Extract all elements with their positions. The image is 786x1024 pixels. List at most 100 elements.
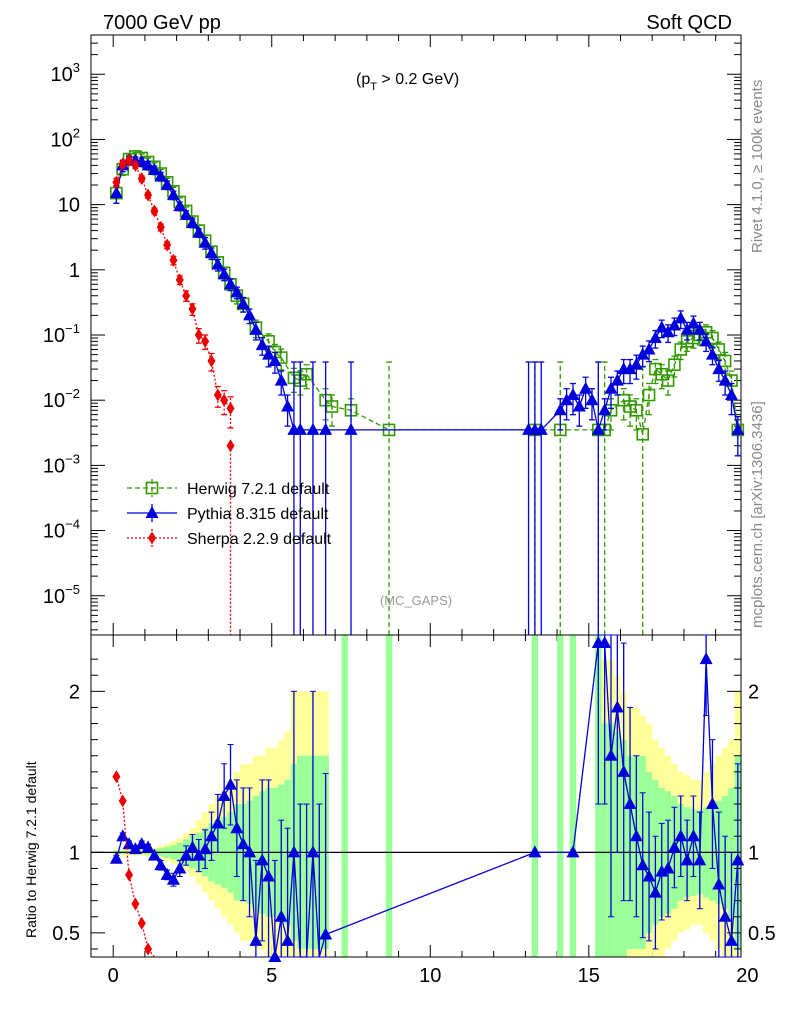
y-tick-base: 10 — [43, 390, 65, 412]
y-tick-exp: −4 — [65, 517, 80, 532]
data-point — [591, 422, 605, 435]
data-point — [220, 393, 229, 407]
side-site-label: mcplots.cern.ch [arXiv:1306.3436] — [749, 401, 766, 628]
data-point — [585, 393, 599, 406]
data-point — [655, 367, 669, 381]
y-tick-exp: 3 — [73, 60, 80, 75]
data-point — [674, 311, 688, 324]
y-tick-label: 102 — [51, 125, 80, 151]
band-green — [557, 635, 564, 957]
data-point — [163, 238, 172, 252]
ratio-data-point — [667, 840, 681, 853]
data-point — [137, 172, 146, 186]
data-point — [169, 253, 178, 267]
ratio-data-point — [268, 950, 282, 962]
ratio-data-point — [185, 840, 199, 853]
data-point — [147, 162, 161, 175]
data-point — [674, 343, 688, 356]
data-point — [630, 403, 643, 417]
data-point — [629, 357, 643, 370]
data-point — [661, 325, 675, 338]
y-tick-label: 1 — [69, 260, 80, 282]
data-point — [579, 381, 593, 394]
data-point — [173, 199, 187, 212]
data-point — [306, 422, 320, 435]
ratio-data-point — [217, 789, 231, 801]
data-point — [213, 388, 222, 402]
data-point — [179, 207, 193, 220]
data-point — [560, 393, 574, 406]
ratio-y-tick-label: 2 — [69, 681, 80, 703]
data-point — [236, 296, 250, 309]
y-tick-base: 10 — [43, 325, 65, 347]
data-point — [160, 178, 174, 190]
ratio-data-point — [204, 829, 218, 842]
ratio-data-point — [144, 942, 153, 956]
ratio-data-point — [680, 853, 694, 866]
data-point — [166, 188, 180, 201]
y-tick-exp: −5 — [65, 582, 80, 597]
data-point — [226, 401, 235, 415]
y-tick-exp: −3 — [65, 451, 80, 466]
data-point — [668, 358, 681, 372]
ratio-data-point — [566, 845, 580, 858]
data-point — [610, 373, 624, 386]
data-point — [693, 322, 707, 335]
ratio-data-point — [287, 845, 301, 858]
ratio-data-point — [610, 700, 624, 713]
band-green — [531, 635, 539, 957]
legend: Herwig 7.2.1 default Pythia 8.315 default… — [127, 479, 332, 548]
header-energy: 7000 GeV pp — [103, 12, 221, 34]
data-point — [125, 153, 134, 167]
y-tick-label: 10−3 — [43, 451, 80, 477]
data-point — [243, 308, 257, 321]
data-point — [194, 328, 203, 342]
data-point — [207, 354, 216, 368]
ratio-data-point — [154, 858, 168, 871]
x-tick-label: 15 — [578, 965, 600, 987]
data-point — [154, 169, 168, 182]
ratio-data-point — [198, 842, 212, 855]
ratio-data-point — [598, 636, 612, 649]
y-tick-base: 10 — [43, 586, 65, 608]
ratio-data-point — [109, 851, 123, 864]
data-point — [230, 285, 244, 298]
ratio-data-point — [125, 868, 134, 882]
ratio-data-point — [118, 794, 127, 808]
y-tick-base: 10 — [51, 129, 73, 151]
ratio-data-point — [319, 927, 333, 940]
ratio-data-point — [712, 877, 726, 890]
data-point — [109, 186, 123, 199]
data-point — [274, 373, 288, 386]
ratio-data-point — [211, 816, 225, 829]
data-point — [217, 267, 231, 280]
ratio-data-point — [686, 829, 700, 842]
analysis-tag: (MC_GAPS) — [380, 593, 452, 608]
x-tick-label: 20 — [736, 965, 758, 987]
data-point — [281, 399, 295, 412]
ratio-data-point — [173, 861, 187, 874]
ratio-data-point — [192, 848, 206, 861]
ratio-data-point — [306, 845, 320, 858]
ratio-data-point — [281, 933, 295, 946]
ratio-y-tick-label-right: 0.5 — [748, 923, 776, 945]
ratio-data-point — [131, 897, 140, 911]
data-point — [572, 399, 586, 412]
ratio-plot: 0 5 10 15 20 0.5 0.5 1 1 2 2 — [52, 634, 776, 987]
data-point — [192, 225, 206, 238]
ratio-data-point — [623, 797, 637, 810]
data-point — [201, 334, 210, 348]
x-tick-label: 0 — [108, 965, 119, 987]
y-tick-label: 10−2 — [43, 386, 80, 412]
y-tick-label: 10−1 — [43, 321, 80, 347]
data-point — [712, 362, 726, 375]
ratio-y-tick-label-right: 1 — [748, 842, 759, 864]
x-tick-label: 10 — [419, 965, 441, 987]
data-point — [598, 403, 612, 416]
band-green — [341, 635, 348, 957]
ratio-data-point — [274, 909, 288, 922]
data-point — [553, 403, 567, 416]
ratio-data-point — [642, 869, 656, 882]
